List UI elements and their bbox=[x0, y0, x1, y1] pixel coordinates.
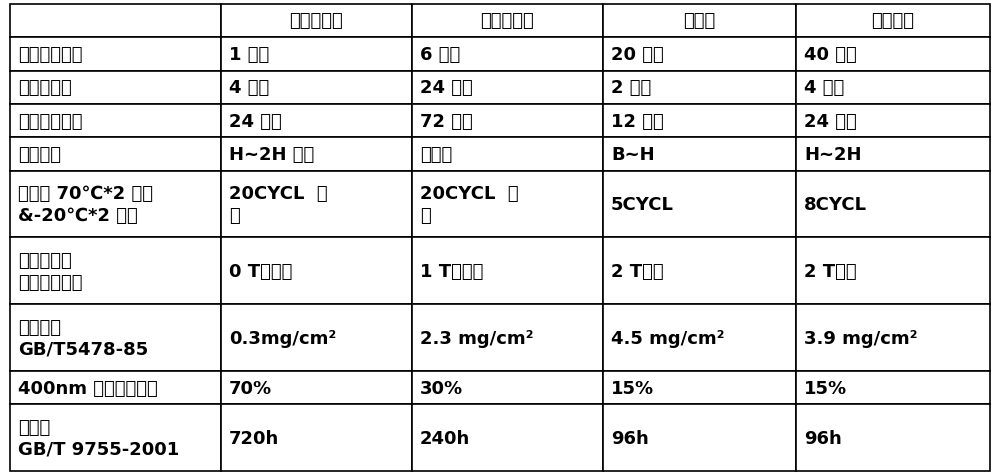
Bar bbox=[603, 38, 796, 71]
Bar bbox=[10, 371, 221, 405]
Bar bbox=[10, 5, 221, 38]
Bar bbox=[10, 238, 221, 305]
Bar bbox=[796, 405, 990, 471]
Bar bbox=[412, 371, 603, 405]
Text: B~H: B~H bbox=[611, 146, 655, 164]
Bar bbox=[221, 305, 412, 371]
Text: 5CYCL: 5CYCL bbox=[611, 196, 674, 214]
Bar bbox=[10, 405, 221, 471]
Bar bbox=[10, 305, 221, 371]
Text: 24 小时: 24 小时 bbox=[804, 112, 857, 130]
Text: 实干燥时间: 实干燥时间 bbox=[18, 79, 72, 97]
Bar bbox=[796, 71, 990, 105]
Text: 15%: 15% bbox=[611, 379, 654, 397]
Bar bbox=[221, 5, 412, 38]
Text: 1 小时: 1 小时 bbox=[229, 46, 269, 64]
Text: 40 分钟: 40 分钟 bbox=[804, 46, 857, 64]
Bar bbox=[10, 71, 221, 105]
Bar bbox=[603, 138, 796, 171]
Bar bbox=[796, 371, 990, 405]
Text: 15%: 15% bbox=[804, 379, 847, 397]
Bar bbox=[603, 5, 796, 38]
Bar bbox=[10, 138, 221, 171]
Bar bbox=[221, 171, 412, 238]
Bar bbox=[796, 38, 990, 71]
Text: 240h: 240h bbox=[420, 429, 470, 447]
Text: 96h: 96h bbox=[611, 429, 649, 447]
Text: H~2H 之间: H~2H 之间 bbox=[229, 146, 314, 164]
Text: 弯折柔韧性
马口铁折叠法: 弯折柔韧性 马口铁折叠法 bbox=[18, 251, 82, 291]
Text: 4 小时: 4 小时 bbox=[804, 79, 844, 97]
Text: 表面干燥时间: 表面干燥时间 bbox=[18, 46, 82, 64]
Bar bbox=[10, 105, 221, 138]
Text: 2 小时: 2 小时 bbox=[611, 79, 651, 97]
Text: 2 T裂纹: 2 T裂纹 bbox=[804, 262, 857, 280]
Bar bbox=[412, 5, 603, 38]
Bar bbox=[796, 171, 990, 238]
Bar bbox=[603, 171, 796, 238]
Bar bbox=[221, 371, 412, 405]
Text: 无硬度: 无硬度 bbox=[420, 146, 452, 164]
Text: 8CYCL: 8CYCL bbox=[804, 196, 867, 214]
Bar bbox=[603, 238, 796, 305]
Text: 0.3mg/cm²: 0.3mg/cm² bbox=[229, 329, 336, 347]
Bar bbox=[603, 105, 796, 138]
Text: 24 小时: 24 小时 bbox=[420, 79, 473, 97]
Text: 耗磨性能
GB/T5478-85: 耗磨性能 GB/T5478-85 bbox=[18, 318, 148, 358]
Text: 本发明产品: 本发明产品 bbox=[289, 12, 343, 30]
Text: 硃基漆: 硃基漆 bbox=[683, 12, 716, 30]
Text: H~2H: H~2H bbox=[804, 146, 861, 164]
Text: 720h: 720h bbox=[229, 429, 279, 447]
Bar bbox=[412, 71, 603, 105]
Bar bbox=[221, 38, 412, 71]
Text: 96h: 96h bbox=[804, 429, 842, 447]
Text: 4.5 mg/cm²: 4.5 mg/cm² bbox=[611, 329, 724, 347]
Text: 30%: 30% bbox=[420, 379, 463, 397]
Bar bbox=[221, 238, 412, 305]
Bar bbox=[221, 71, 412, 105]
Bar bbox=[221, 105, 412, 138]
Text: 0 T无裂纹: 0 T无裂纹 bbox=[229, 262, 292, 280]
Text: 20CYCL  以
上: 20CYCL 以 上 bbox=[420, 185, 518, 225]
Bar bbox=[796, 5, 990, 38]
Text: 20 分钟: 20 分钟 bbox=[611, 46, 664, 64]
Text: 4 小时: 4 小时 bbox=[229, 79, 269, 97]
Text: 铅笔硬度: 铅笔硬度 bbox=[18, 146, 61, 164]
Bar bbox=[796, 305, 990, 371]
Text: 聚氨酯漆: 聚氨酯漆 bbox=[871, 12, 914, 30]
Text: 20CYCL  以
上: 20CYCL 以 上 bbox=[229, 185, 327, 225]
Bar bbox=[603, 71, 796, 105]
Bar bbox=[603, 405, 796, 471]
Text: 400nm 紫外光吸收率: 400nm 紫外光吸收率 bbox=[18, 379, 158, 397]
Text: 70%: 70% bbox=[229, 379, 272, 397]
Bar bbox=[603, 371, 796, 405]
Bar bbox=[412, 38, 603, 71]
Bar bbox=[412, 138, 603, 171]
Text: 耗水性
GB/T 9755-2001: 耗水性 GB/T 9755-2001 bbox=[18, 418, 179, 458]
Bar bbox=[10, 38, 221, 71]
Bar bbox=[412, 238, 603, 305]
Bar bbox=[221, 138, 412, 171]
Bar bbox=[796, 138, 990, 171]
Bar bbox=[412, 305, 603, 371]
Text: 6 小时: 6 小时 bbox=[420, 46, 460, 64]
Bar bbox=[412, 171, 603, 238]
Text: 72 小时: 72 小时 bbox=[420, 112, 473, 130]
Text: 3.9 mg/cm²: 3.9 mg/cm² bbox=[804, 329, 917, 347]
Bar bbox=[10, 171, 221, 238]
Bar bbox=[412, 405, 603, 471]
Bar bbox=[796, 105, 990, 138]
Text: 普通木蜡油: 普通木蜡油 bbox=[480, 12, 534, 30]
Text: 12 小时: 12 小时 bbox=[611, 112, 664, 130]
Bar bbox=[412, 105, 603, 138]
Text: 24 小时: 24 小时 bbox=[229, 112, 281, 130]
Bar bbox=[221, 405, 412, 471]
Bar bbox=[796, 238, 990, 305]
Text: 2.3 mg/cm²: 2.3 mg/cm² bbox=[420, 329, 533, 347]
Text: 1 T无裂纹: 1 T无裂纹 bbox=[420, 262, 483, 280]
Text: 耗候性 70℃*2 小时
&-20℃*2 小时: 耗候性 70℃*2 小时 &-20℃*2 小时 bbox=[18, 185, 153, 225]
Text: 完全干燥时间: 完全干燥时间 bbox=[18, 112, 82, 130]
Bar bbox=[603, 305, 796, 371]
Text: 2 T裂纹: 2 T裂纹 bbox=[611, 262, 664, 280]
